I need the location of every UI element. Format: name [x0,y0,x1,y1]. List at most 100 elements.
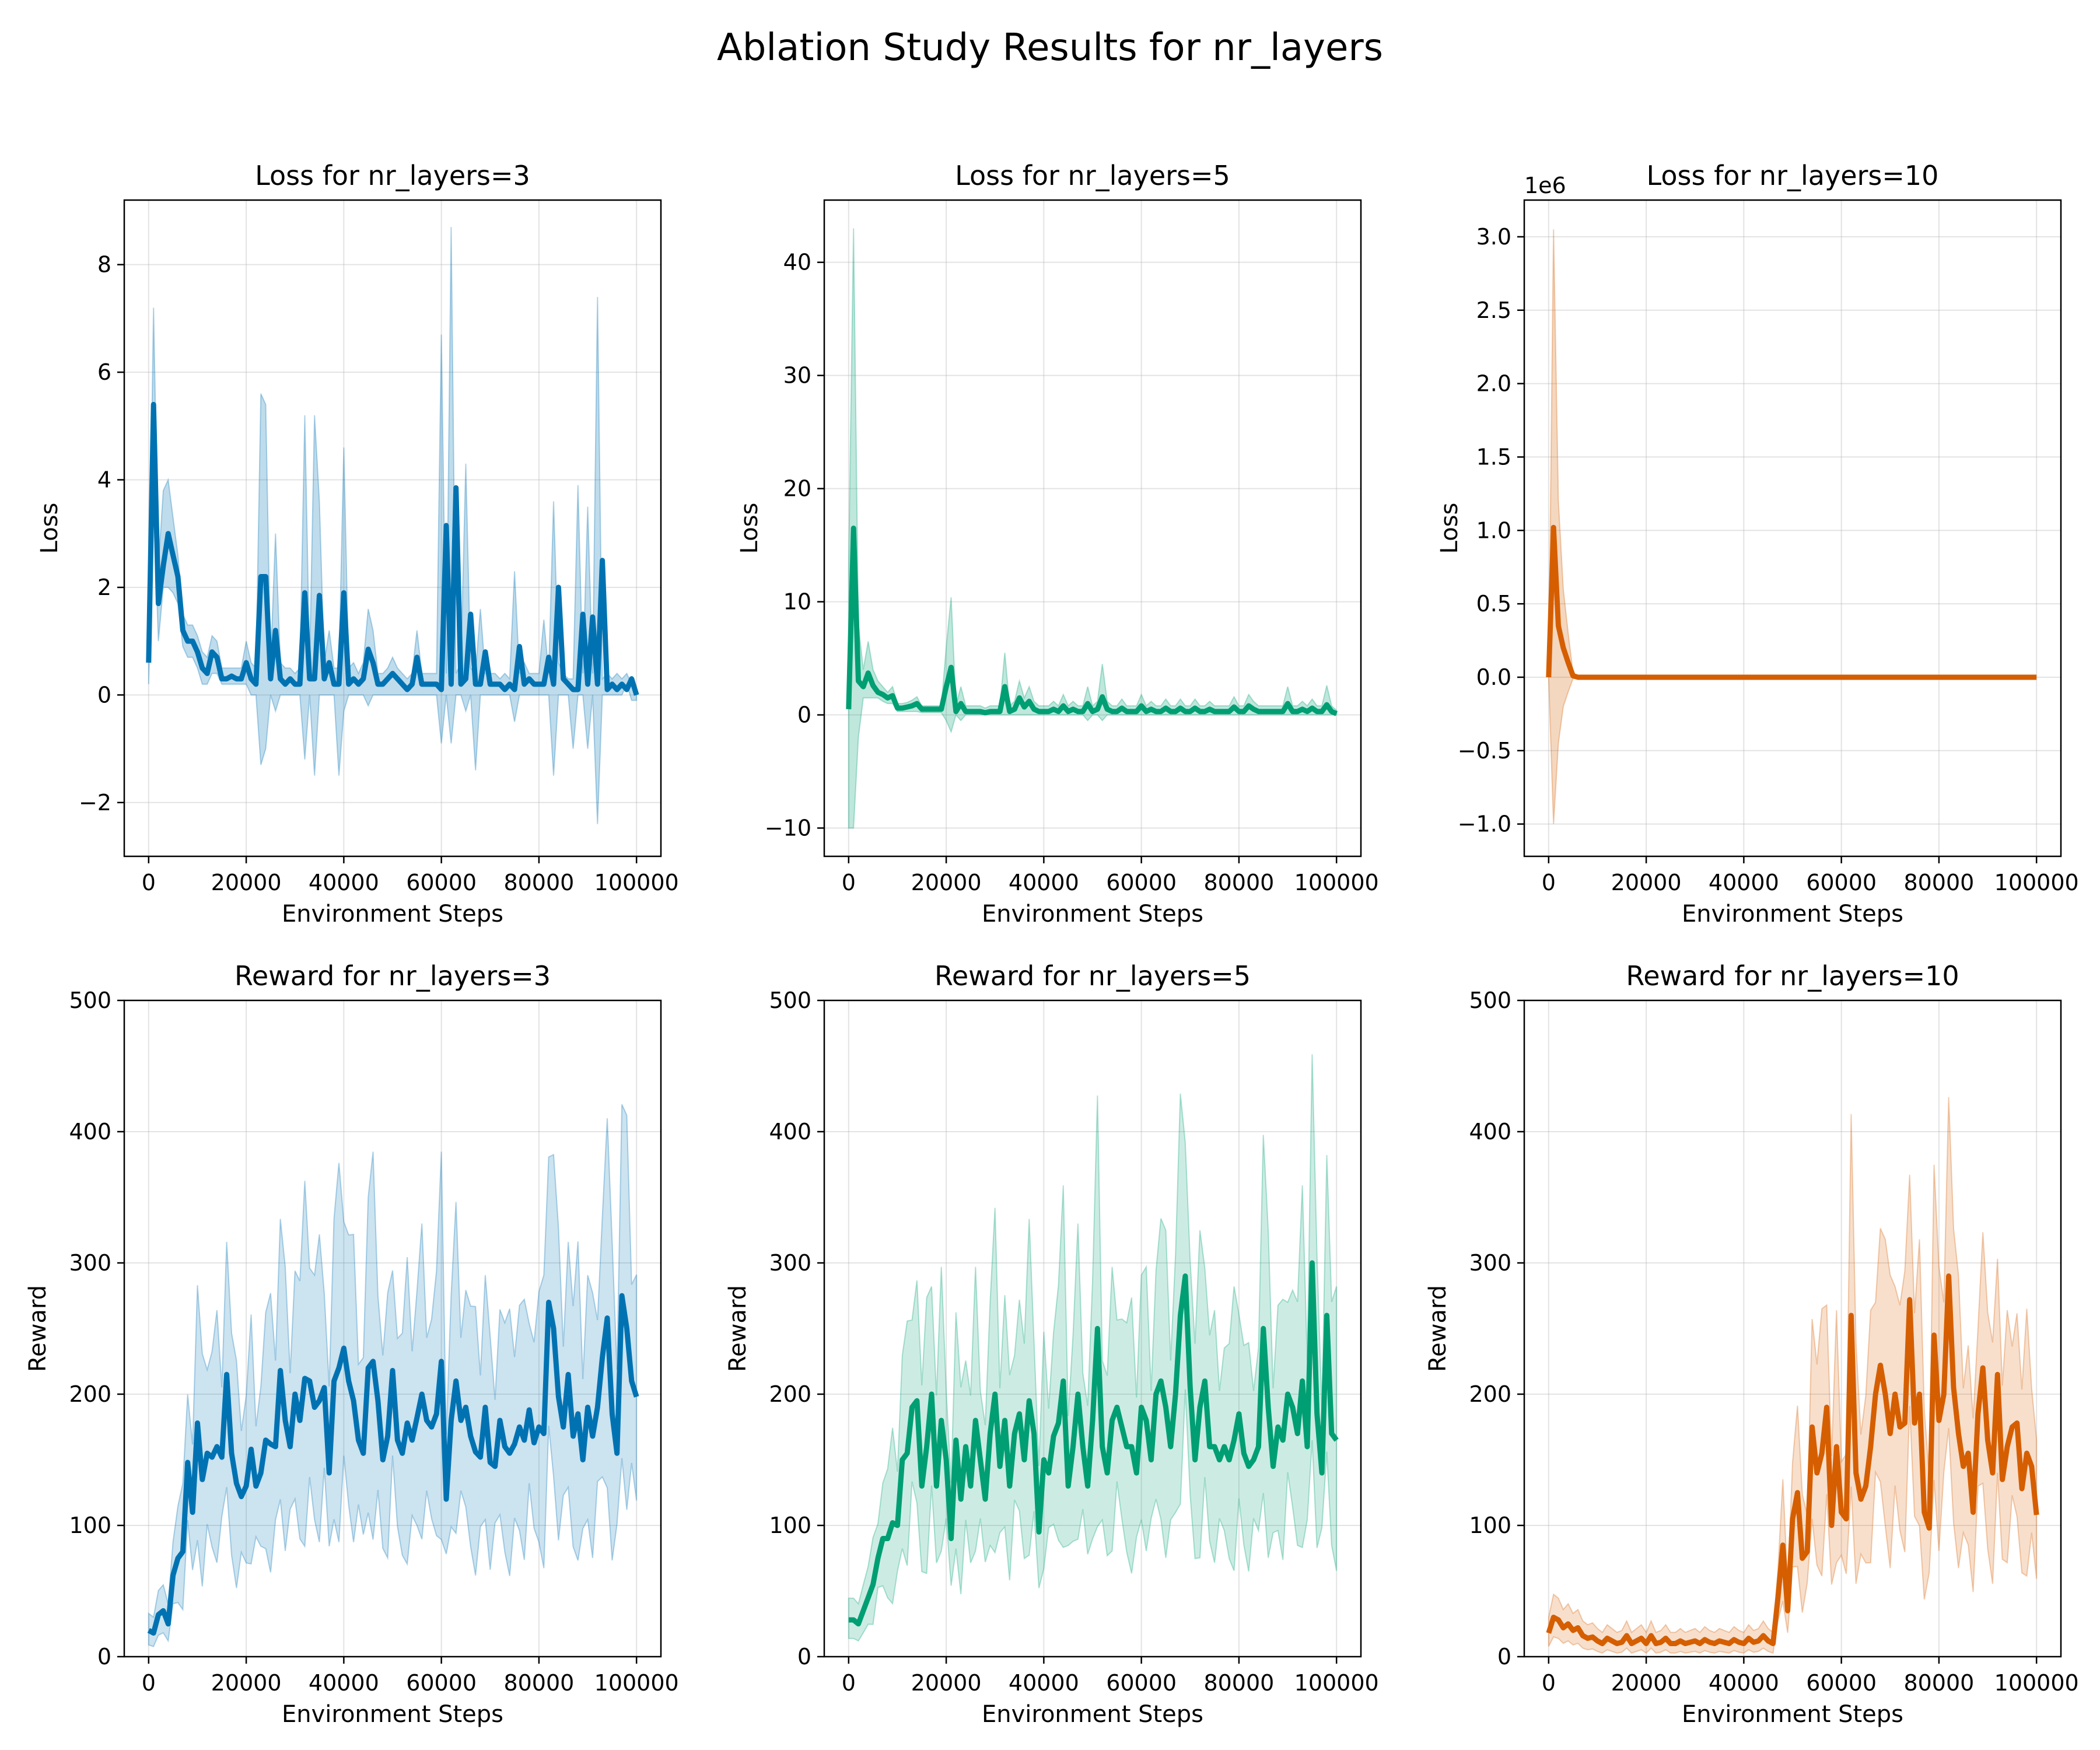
y-tick-label: 0.5 [1476,591,1511,617]
x-tick-label: 0 [1542,1670,1556,1696]
x-tick-label: 0 [142,870,156,895]
y-axis-label: Reward [24,1285,51,1372]
y-tick-label: 6 [97,359,111,385]
y-tick-label: −1.0 [1458,811,1511,837]
x-tick-label: 40000 [1009,1670,1079,1696]
y-tick-label: 500 [1469,988,1511,1013]
y-tick-label: −2 [79,790,111,816]
y-tick-label: 2.0 [1476,371,1511,397]
series-line [846,526,1338,716]
y-tick-label: 2.5 [1476,298,1511,323]
x-tick-label: 20000 [211,870,282,895]
plot-area [848,1054,1339,1642]
x-tick-label: 60000 [1106,870,1177,895]
y-tick-label: −10 [765,816,811,841]
series-line [146,401,639,696]
x-axis-label: Environment Steps [1682,1701,1903,1728]
axes-frame [823,999,1362,1658]
x-tick-label: 80000 [1903,1670,1974,1696]
y-tick-label: 100 [1469,1513,1511,1538]
confidence-band [848,1054,1338,1642]
subplot-3: 0 20000 40000 60000 80000 100000 −1.0 −0.5 0.0 0.… [1436,160,2079,928]
x-tick-label: 100000 [1994,1670,2079,1696]
x-tick-label: 100000 [1994,870,2079,895]
subplot-6: 0 20000 40000 60000 80000 100000 0 100 200 300 400… [1424,960,2079,1728]
y-tick-label: 200 [769,1381,811,1407]
x-tick-label: 0 [842,870,856,895]
y-axis-label: Reward [1424,1285,1451,1372]
x-axis-label: Environment Steps [282,1701,503,1728]
y-tick-label: 20 [783,476,811,502]
x-tick-label: 100000 [1294,1670,1379,1696]
subplot-5: 0 20000 40000 60000 80000 100000 0 100 200 300 400… [724,960,1379,1728]
axes-frame [1523,199,2062,858]
x-tick-label: 80000 [503,870,574,895]
x-tick-label: 80000 [1203,870,1274,895]
y-tick-label: 400 [1469,1119,1511,1144]
x-tick-label: 60000 [1106,1670,1177,1696]
subplot-title: Loss for nr_layers=5 [955,160,1230,191]
confidence-band [148,227,638,824]
y-tick-label: 0 [97,682,111,708]
x-tick-label: 100000 [1294,870,1379,895]
subplot-1: 0 20000 40000 60000 80000 100000 −2 0 2 4 6 8 Loss f… [36,160,679,928]
y-axis-label: Loss [36,503,63,554]
y-tick-label: 100 [69,1513,111,1538]
x-tick-label: 60000 [406,870,477,895]
x-tick-label: 40000 [1709,1670,1779,1696]
y-tick-label: 400 [69,1119,111,1144]
y-tick-label: 10 [783,589,811,615]
y-tick-label: 1.0 [1476,517,1511,543]
series-line [1546,524,2037,680]
y-tick-label: 1.5 [1476,444,1511,470]
x-tick-label: 0 [842,1670,856,1696]
x-axis-label: Environment Steps [982,901,1203,928]
x-tick-label: 20000 [911,1670,982,1696]
series-line [1546,1273,2039,1646]
y-tick-label: 3.0 [1476,224,1511,250]
x-tick-label: 60000 [1806,870,1877,895]
x-tick-label: 20000 [1611,1670,1682,1696]
figure-title: Ablation Study Results for nr_layers [716,26,1384,69]
confidence-band [1548,1097,2038,1654]
series-line [147,1293,639,1636]
plot-area [147,1104,639,1647]
confidence-band [848,228,1338,829]
y-tick-label: 500 [769,988,811,1013]
x-tick-label: 60000 [1806,1670,1877,1696]
y-tick-label: 0.0 [1476,664,1511,690]
axes-frame [123,999,662,1658]
plot-area [1546,1097,2039,1654]
axes-frame [123,199,662,858]
y-tick-label: 30 [783,363,811,388]
subplot-title: Reward for nr_layers=3 [235,960,551,992]
y-axis-label: Loss [736,503,763,554]
y-tick-label: 200 [69,1381,111,1407]
plot-area [1546,229,2037,824]
y-tick-label: 300 [1469,1250,1511,1276]
x-tick-label: 80000 [503,1670,574,1696]
axes-frame [823,199,1362,858]
y-tick-label: −0.5 [1458,738,1511,764]
subplot-4: 0 20000 40000 60000 80000 100000 0 100 200 300 400… [24,960,679,1728]
x-tick-label: 20000 [211,1670,282,1696]
x-axis-label: Environment Steps [982,1701,1203,1728]
y-tick-label: 0 [797,1644,811,1670]
confidence-band [1548,229,2037,824]
y-tick-label: 0 [97,1644,111,1670]
y-offset-label: 1e6 [1524,173,1566,198]
y-tick-label: 8 [97,252,111,278]
y-tick-label: 300 [69,1250,111,1276]
x-tick-label: 0 [1542,870,1556,895]
x-tick-label: 40000 [309,870,379,895]
y-tick-label: 0 [797,702,811,728]
subplot-title: Loss for nr_layers=10 [1647,160,1939,191]
y-tick-label: 300 [769,1250,811,1276]
y-tick-label: 400 [769,1119,811,1144]
plot-area [146,227,639,824]
x-tick-label: 20000 [1611,870,1682,895]
x-tick-label: 80000 [1203,1670,1274,1696]
subplot-title: Reward for nr_layers=5 [935,960,1251,992]
x-tick-label: 40000 [309,1670,379,1696]
y-tick-label: 4 [97,467,111,493]
